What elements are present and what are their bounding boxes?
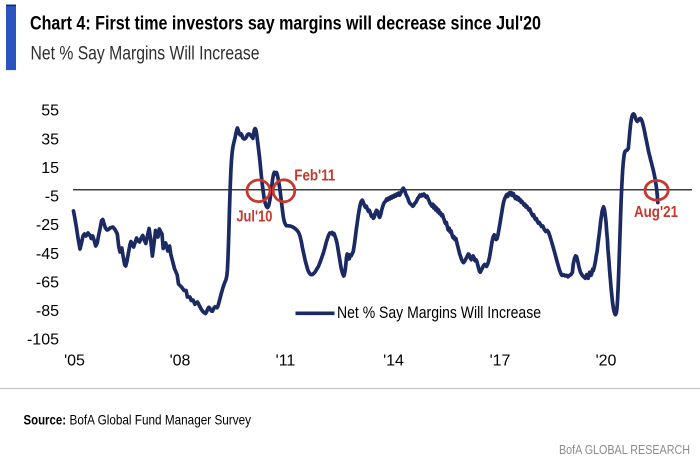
svg-text:55: 55 xyxy=(41,103,59,120)
svg-text:Jul'10: Jul'10 xyxy=(236,209,272,226)
svg-text:Chart 4: First time investors: Chart 4: First time investors say margin… xyxy=(30,14,541,35)
svg-text:-65: -65 xyxy=(36,274,59,291)
svg-text:Net % Say Margins Will Increas: Net % Say Margins Will Increase xyxy=(337,304,541,322)
svg-text:35: 35 xyxy=(41,131,59,148)
svg-text:Feb'11: Feb'11 xyxy=(294,168,335,185)
svg-text:Net % Say Margins Will Increas: Net % Say Margins Will Increase xyxy=(31,43,260,64)
svg-text:Aug'21: Aug'21 xyxy=(634,204,678,221)
svg-text:'17: '17 xyxy=(490,353,511,370)
svg-text:Source:: Source: xyxy=(24,412,67,428)
svg-text:'14: '14 xyxy=(383,353,404,370)
svg-text:'11: '11 xyxy=(276,353,296,370)
svg-text:-5: -5 xyxy=(45,189,59,206)
svg-text:-45: -45 xyxy=(36,246,59,263)
svg-text:'20: '20 xyxy=(596,353,617,370)
svg-text:'05: '05 xyxy=(64,353,85,370)
svg-text:BofA Global Fund Manager Surve: BofA Global Fund Manager Survey xyxy=(70,412,252,428)
svg-text:-105: -105 xyxy=(27,332,59,349)
svg-text:15: 15 xyxy=(41,160,59,177)
svg-text:'08: '08 xyxy=(170,353,191,370)
svg-text:-85: -85 xyxy=(36,303,59,320)
svg-text:-25: -25 xyxy=(36,217,59,234)
svg-text:BofA GLOBAL RESEARCH: BofA GLOBAL RESEARCH xyxy=(559,442,690,457)
